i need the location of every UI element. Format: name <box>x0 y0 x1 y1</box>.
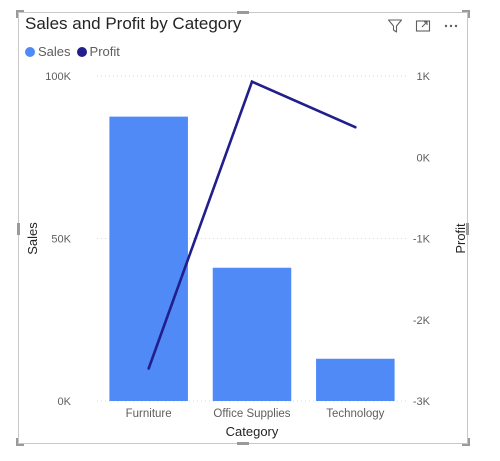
y2-axis-title: Profit <box>453 223 467 254</box>
resize-handle-right[interactable] <box>466 223 469 235</box>
visual-header-toolbar <box>385 16 461 36</box>
legend-item-profit[interactable]: Profit <box>76 44 120 59</box>
resize-handle-bottom[interactable] <box>237 442 249 445</box>
legend-item-sales[interactable]: Sales <box>25 44 71 59</box>
y-axis-title: Sales <box>25 222 40 255</box>
y2-tick-label: 1K <box>417 71 431 83</box>
y2-tick-label: -1K <box>413 234 431 246</box>
y2-tick-label: -3K <box>413 396 431 408</box>
y-tick-label: 50K <box>51 234 71 246</box>
point-profit <box>250 80 254 83</box>
chart-plot: 0K 50K 100K -3K -2K -1K 0K 1K Furniture Office Su… <box>25 71 467 439</box>
resize-handle-top-left[interactable] <box>16 10 24 18</box>
x-tick-label: Furniture <box>126 408 172 420</box>
focus-mode-icon[interactable] <box>413 16 433 36</box>
y2-tick-label: -2K <box>413 315 431 327</box>
bar-sales <box>316 358 395 401</box>
legend-label-profit: Profit <box>89 44 120 59</box>
resize-handle-left[interactable] <box>17 223 20 235</box>
y-tick-label: 0K <box>58 396 72 408</box>
bar-sales <box>109 116 188 401</box>
resize-handle-bottom-right[interactable] <box>462 438 470 446</box>
y2-tick-label: 0K <box>417 152 431 164</box>
point-profit <box>354 125 357 129</box>
resize-handle-top-right[interactable] <box>462 10 470 18</box>
legend-marker-profit <box>76 46 87 57</box>
y-tick-label: 100K <box>45 71 71 83</box>
legend-marker-sales <box>25 46 35 57</box>
bar-sales <box>212 267 292 401</box>
resize-handle-bottom-left[interactable] <box>16 438 24 446</box>
chart-visual[interactable]: Sales and Profit by Category Sales Profi… <box>16 10 470 446</box>
x-tick-label: Technology <box>326 408 384 420</box>
filter-icon[interactable] <box>385 16 405 36</box>
x-tick-label: Office Supplies <box>213 408 290 420</box>
chart-legend: Sales Profit <box>25 44 126 59</box>
x-axis-title: Category <box>226 424 279 439</box>
chart-title: Sales and Profit by Category <box>25 14 242 33</box>
more-options-icon[interactable] <box>441 16 461 36</box>
resize-handle-top[interactable] <box>237 11 249 14</box>
legend-label-sales: Sales <box>38 44 71 59</box>
point-profit <box>147 367 150 370</box>
